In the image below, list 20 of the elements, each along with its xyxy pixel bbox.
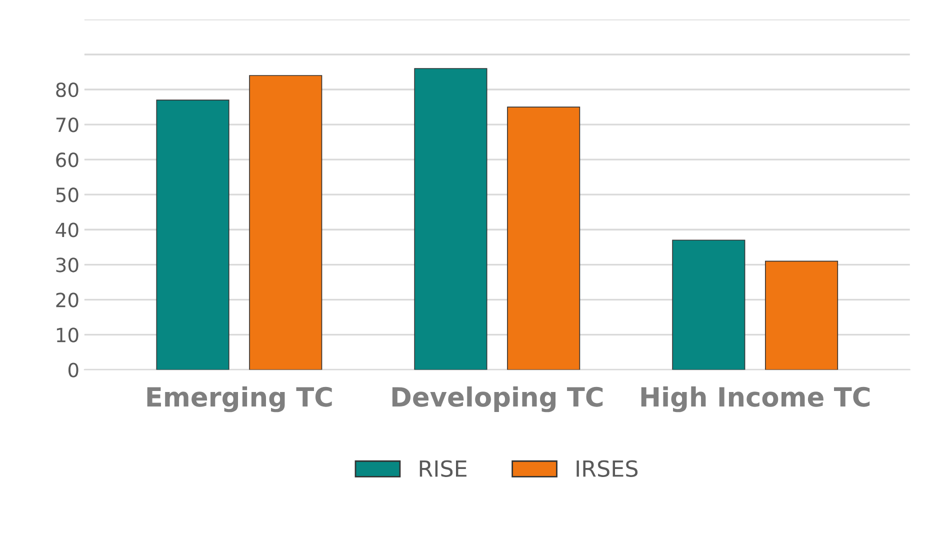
y-tick-label: 40: [56, 222, 78, 238]
bar: [156, 100, 230, 370]
x-tick-label: Emerging TC: [147, 386, 332, 412]
bar: [672, 240, 746, 370]
x-tick-label: Developing TC: [392, 386, 603, 412]
y-tick-label: 50: [56, 188, 78, 202]
x-tick-label: High Income TC: [641, 386, 870, 412]
bar: [764, 260, 838, 370]
y-tick-label: 20: [56, 292, 78, 308]
bar: [249, 75, 322, 370]
legend-label: RISE: [420, 460, 466, 477]
legend-label: IRSES: [576, 460, 638, 477]
y-tick-label: 10: [56, 328, 78, 342]
y-tick-label: 60: [56, 152, 78, 168]
y-tick-label: 70: [56, 118, 78, 132]
bar: [414, 68, 488, 370]
y-tick-label: 30: [56, 258, 78, 272]
y-tick-label: 0: [68, 362, 78, 378]
bar: [507, 106, 580, 370]
y-tick-label: 80: [56, 82, 78, 98]
